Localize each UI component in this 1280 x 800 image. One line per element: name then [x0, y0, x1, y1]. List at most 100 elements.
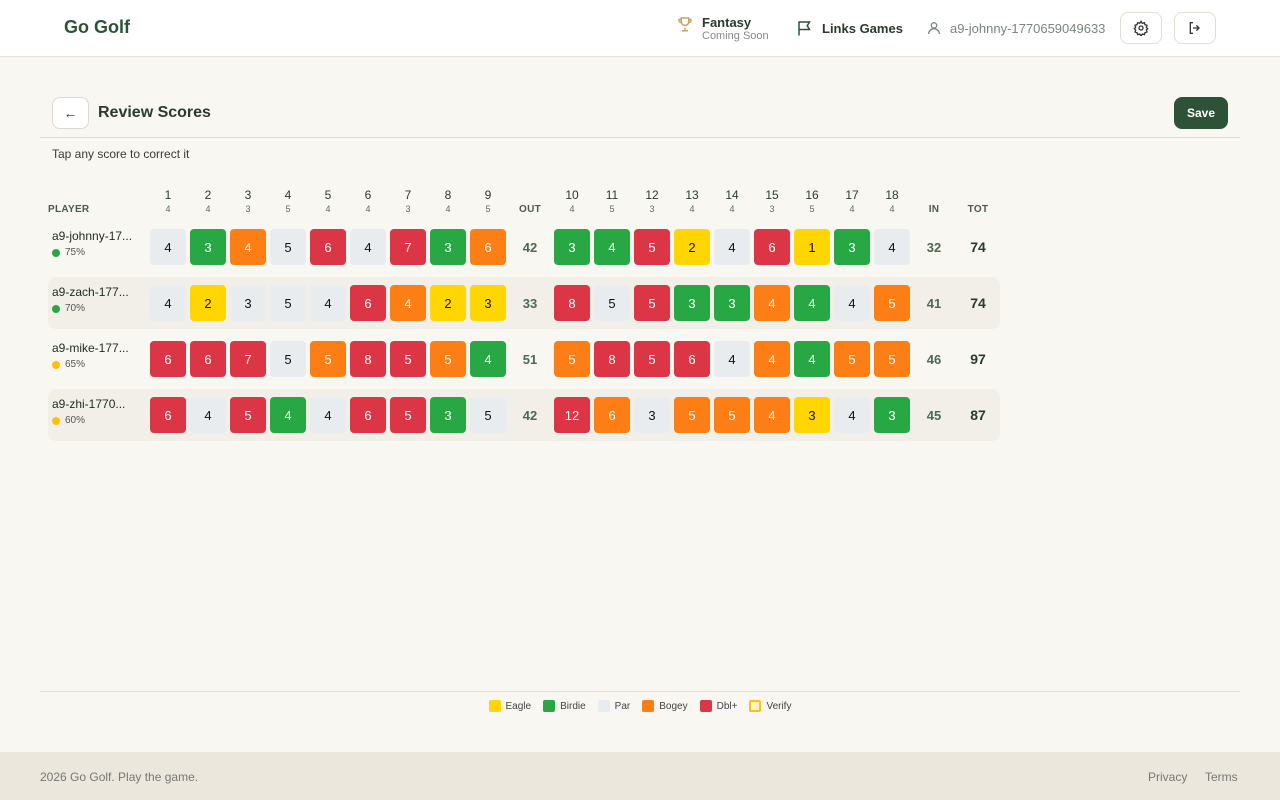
- score-cell[interactable]: 7: [230, 341, 266, 377]
- score-cell[interactable]: 6: [150, 341, 186, 377]
- score-cell[interactable]: 4: [754, 341, 790, 377]
- hole-number: 11: [605, 188, 619, 202]
- score-cell[interactable]: 5: [270, 229, 306, 265]
- tot-total: 97: [970, 351, 986, 367]
- score-cell[interactable]: 3: [874, 397, 910, 433]
- score-cell[interactable]: 8: [554, 285, 590, 321]
- hole-par: 4: [445, 204, 451, 214]
- score-cell[interactable]: 4: [754, 285, 790, 321]
- score-cell[interactable]: 3: [834, 229, 870, 265]
- score-cell[interactable]: 5: [310, 341, 346, 377]
- score-cell[interactable]: 8: [594, 341, 630, 377]
- score-cell[interactable]: 12: [554, 397, 590, 433]
- score-cell[interactable]: 5: [270, 285, 306, 321]
- score-cell[interactable]: 7: [390, 229, 426, 265]
- score-cell[interactable]: 5: [634, 341, 670, 377]
- player-percent: 75%: [52, 247, 85, 258]
- score-cell[interactable]: 5: [270, 341, 306, 377]
- save-button[interactable]: Save: [1174, 97, 1228, 129]
- score-cell[interactable]: 3: [634, 397, 670, 433]
- score-cell[interactable]: 4: [350, 229, 386, 265]
- score-cell[interactable]: 4: [310, 397, 346, 433]
- gear-icon: [1133, 20, 1149, 36]
- score-cell[interactable]: 4: [310, 285, 346, 321]
- score-cell[interactable]: 4: [794, 285, 830, 321]
- score-cell[interactable]: 2: [190, 285, 226, 321]
- score-cell[interactable]: 6: [754, 229, 790, 265]
- logo[interactable]: Go Golf: [64, 17, 130, 37]
- score-cell[interactable]: 6: [350, 285, 386, 321]
- score-cell[interactable]: 3: [714, 285, 750, 321]
- score-cell[interactable]: 3: [230, 285, 266, 321]
- score-cell[interactable]: 4: [754, 397, 790, 433]
- score-cell[interactable]: 4: [230, 229, 266, 265]
- score-cell[interactable]: 5: [674, 397, 710, 433]
- score-cell[interactable]: 4: [190, 397, 226, 433]
- score-cell[interactable]: 1: [794, 229, 830, 265]
- legend-label: Par: [614, 700, 631, 712]
- nav-links-games[interactable]: Links Games: [796, 19, 903, 37]
- score-cell[interactable]: 6: [310, 229, 346, 265]
- score-cell[interactable]: 5: [390, 397, 426, 433]
- score-cell[interactable]: 3: [430, 229, 466, 265]
- score-cell[interactable]: 5: [834, 341, 870, 377]
- score-cell[interactable]: 5: [430, 341, 466, 377]
- score-cell[interactable]: 6: [594, 397, 630, 433]
- score-cell[interactable]: 4: [794, 341, 830, 377]
- legend-item: Verify: [749, 700, 791, 712]
- score-cell[interactable]: 4: [834, 397, 870, 433]
- score-cell[interactable]: 6: [350, 397, 386, 433]
- hole-header: 17 4: [834, 188, 870, 214]
- settings-button[interactable]: [1120, 12, 1162, 44]
- hole-header: 10 4: [554, 188, 590, 214]
- score-cell[interactable]: 5: [390, 341, 426, 377]
- score-cell[interactable]: 3: [674, 285, 710, 321]
- player-percent: 70%: [52, 303, 85, 314]
- score-cell[interactable]: 2: [674, 229, 710, 265]
- score-cell[interactable]: 5: [874, 285, 910, 321]
- flag-icon: [798, 21, 811, 36]
- score-cell[interactable]: 4: [834, 285, 870, 321]
- score-cell[interactable]: 3: [190, 229, 226, 265]
- nav-fantasy[interactable]: Fantasy Coming Soon: [676, 15, 769, 42]
- score-cell[interactable]: 5: [470, 397, 506, 433]
- score-cell[interactable]: 4: [714, 341, 750, 377]
- score-cell[interactable]: 4: [874, 229, 910, 265]
- score-cell[interactable]: 8: [350, 341, 386, 377]
- score-cell[interactable]: 4: [150, 285, 186, 321]
- privacy-link[interactable]: Privacy: [1148, 770, 1188, 784]
- score-cell[interactable]: 5: [554, 341, 590, 377]
- score-cell[interactable]: 5: [714, 397, 750, 433]
- score-cell[interactable]: 3: [430, 397, 466, 433]
- score-cell[interactable]: 3: [554, 229, 590, 265]
- score-cell[interactable]: 4: [594, 229, 630, 265]
- logout-button[interactable]: [1174, 12, 1216, 44]
- legend-item: Bogey: [642, 700, 688, 712]
- score-cell[interactable]: 4: [150, 229, 186, 265]
- score-cell[interactable]: 5: [634, 229, 670, 265]
- score-cell[interactable]: 2: [430, 285, 466, 321]
- score-cell[interactable]: 4: [390, 285, 426, 321]
- score-cell[interactable]: 6: [190, 341, 226, 377]
- score-cell[interactable]: 6: [470, 229, 506, 265]
- score-cell[interactable]: 6: [674, 341, 710, 377]
- score-cell[interactable]: 4: [270, 397, 306, 433]
- score-cell[interactable]: 3: [794, 397, 830, 433]
- score-cell[interactable]: 6: [150, 397, 186, 433]
- score-cell[interactable]: 3: [470, 285, 506, 321]
- score-cell[interactable]: 5: [230, 397, 266, 433]
- score-cell[interactable]: 5: [594, 285, 630, 321]
- in-total: 41: [926, 295, 942, 311]
- top-header: Go Golf Fantasy Coming Soon Links Games a…: [0, 0, 1280, 57]
- username: a9-johnny-1770659049633: [950, 20, 1106, 36]
- score-cell[interactable]: 4: [714, 229, 750, 265]
- score-cell[interactable]: 5: [634, 285, 670, 321]
- score-cell[interactable]: 5: [874, 341, 910, 377]
- terms-link[interactable]: Terms: [1205, 770, 1238, 784]
- back-button[interactable]: ←: [52, 97, 89, 129]
- hole-number: 1: [164, 188, 172, 202]
- score-cell[interactable]: 4: [470, 341, 506, 377]
